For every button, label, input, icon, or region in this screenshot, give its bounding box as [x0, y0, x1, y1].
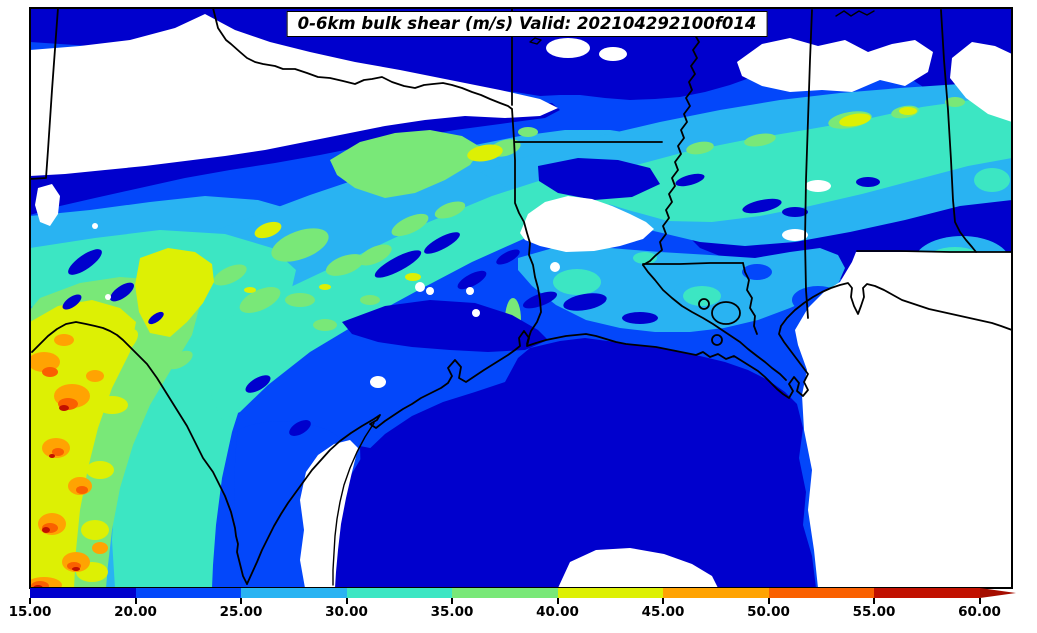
colorbar-tick-label: 15.00 — [8, 604, 52, 620]
border-texas-louisiana — [511, 108, 542, 345]
state-borders — [30, 8, 1012, 586]
colorbar-tick — [134, 598, 137, 604]
colorbar — [30, 588, 980, 598]
colorbar-segment-40-45 — [557, 588, 663, 598]
plot-title-box: 0-6km bulk shear (m/s) Valid: 2021042921… — [286, 11, 768, 37]
colorbar-tick — [556, 598, 559, 604]
river-lower-mississippi — [642, 264, 787, 381]
colorbar-segment-55-60 — [874, 588, 980, 598]
colorbar-tick-label: 55.00 — [852, 604, 896, 620]
colorbar-tick — [345, 598, 348, 604]
border-red-river — [212, 8, 513, 110]
border-pearl-river — [742, 262, 758, 335]
colorbar-tick — [873, 598, 875, 604]
colorbar-segment-30-35 — [346, 588, 452, 598]
border-louisiana-mississippi — [642, 262, 744, 265]
contour-below-15-white — [30, 14, 1012, 588]
contour-label-mark — [529, 37, 542, 45]
lake-maurepas — [711, 334, 723, 346]
colorbar-tick — [29, 598, 31, 604]
border-mississippi-river — [642, 27, 700, 266]
colorbar-tick — [451, 598, 453, 604]
colorbar-tick — [767, 598, 770, 604]
colorbar-segment-25-30 — [241, 588, 347, 598]
coastline-barrier-island — [332, 422, 375, 586]
colorbar-segment-15-20 — [30, 588, 136, 598]
colorbar-tick-label: 60.00 — [958, 604, 1001, 620]
river-tennessee — [835, 10, 875, 17]
colorbar-tick-label: 35.00 — [430, 604, 474, 620]
colorbar-tick — [662, 598, 664, 604]
lake-pontchartrain — [711, 301, 741, 325]
border-mississippi-alabama — [804, 9, 813, 319]
contour-field — [30, 8, 1012, 588]
colorbar-tick-label: 40.00 — [536, 604, 579, 620]
colorbar-tick-label: 20.00 — [114, 604, 157, 620]
border-alabama-georgia — [940, 9, 977, 253]
lake-small — [698, 298, 710, 310]
colorbar-segment-45-50 — [663, 588, 769, 598]
border-alabama-florida — [856, 250, 1012, 253]
coastline-gulf — [246, 282, 1012, 585]
colorbar-segment-50-55 — [768, 588, 874, 598]
colorbar-arrow — [979, 588, 1016, 598]
colorbar-tick-label: 50.00 — [747, 604, 790, 620]
colorbar-tick-label: 45.00 — [641, 604, 685, 620]
plot-title: 0-6km bulk shear (m/s) Valid: 2021042921… — [297, 14, 757, 33]
colorbar-tick-label: 25.00 — [219, 604, 263, 620]
colorbar-tick-label: 30.00 — [325, 604, 368, 620]
colorbar-tick — [978, 598, 981, 604]
colorbar-tick — [240, 598, 242, 604]
border-rio-grande — [31, 321, 248, 585]
colorbar-segment-20-25 — [135, 588, 241, 598]
colorbar-segment-35-40 — [452, 588, 558, 598]
border-new-mexico — [30, 8, 59, 180]
